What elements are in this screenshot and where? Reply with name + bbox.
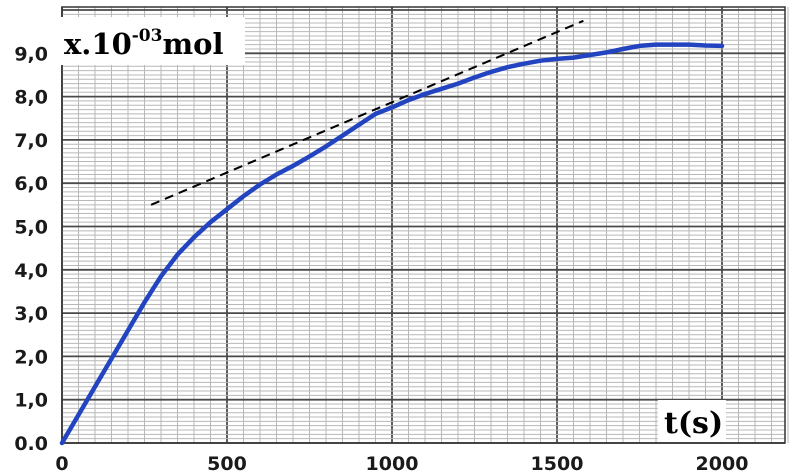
x-axis-label: t(s): [664, 406, 723, 441]
y-tick-label: 4,0: [14, 260, 48, 282]
tangent-line: [150, 19, 584, 206]
y-tick-label: 9,0: [14, 43, 48, 65]
y-axis-label-exponent: -03: [132, 26, 163, 46]
y-tick-label: 2,0: [14, 346, 48, 368]
plot-lines: [59, 19, 725, 446]
y-tick-label: 6,0: [14, 173, 48, 195]
y-tick-label: 1,0: [14, 390, 48, 412]
x-tick-label: 500: [207, 453, 247, 472]
x-axis-ticks: 0 500 1000 1500 2000: [55, 453, 748, 472]
y-tick-label: 8,0: [14, 87, 48, 109]
x-axis-label-box: [658, 400, 726, 442]
x-tick-label: 1000: [366, 453, 419, 472]
y-axis-label-box: [60, 17, 245, 65]
y-axis-label-base: x.10: [64, 27, 132, 61]
y-tick-label: 3,0: [14, 303, 48, 325]
x-tick-label: 1500: [531, 453, 584, 472]
y-tick-label: 5,0: [14, 217, 48, 239]
y-axis-ticks: 0.0 1,0 2,0 3,0 4,0 5,0 6,0 7,0 8,0 9,0: [14, 43, 48, 455]
y-tick-label: 0.0: [14, 433, 48, 455]
chart-grid: [61, 6, 789, 444]
plot-frame: [61, 6, 786, 444]
x-tick-label: 0: [55, 453, 68, 472]
y-tick-label: 7,0: [14, 130, 48, 152]
series-line: [59, 42, 725, 446]
y-axis-label: x.10-03mol: [64, 26, 224, 61]
x-tick-label: 2000: [696, 453, 749, 472]
y-axis-label-unit: mol: [162, 27, 223, 61]
